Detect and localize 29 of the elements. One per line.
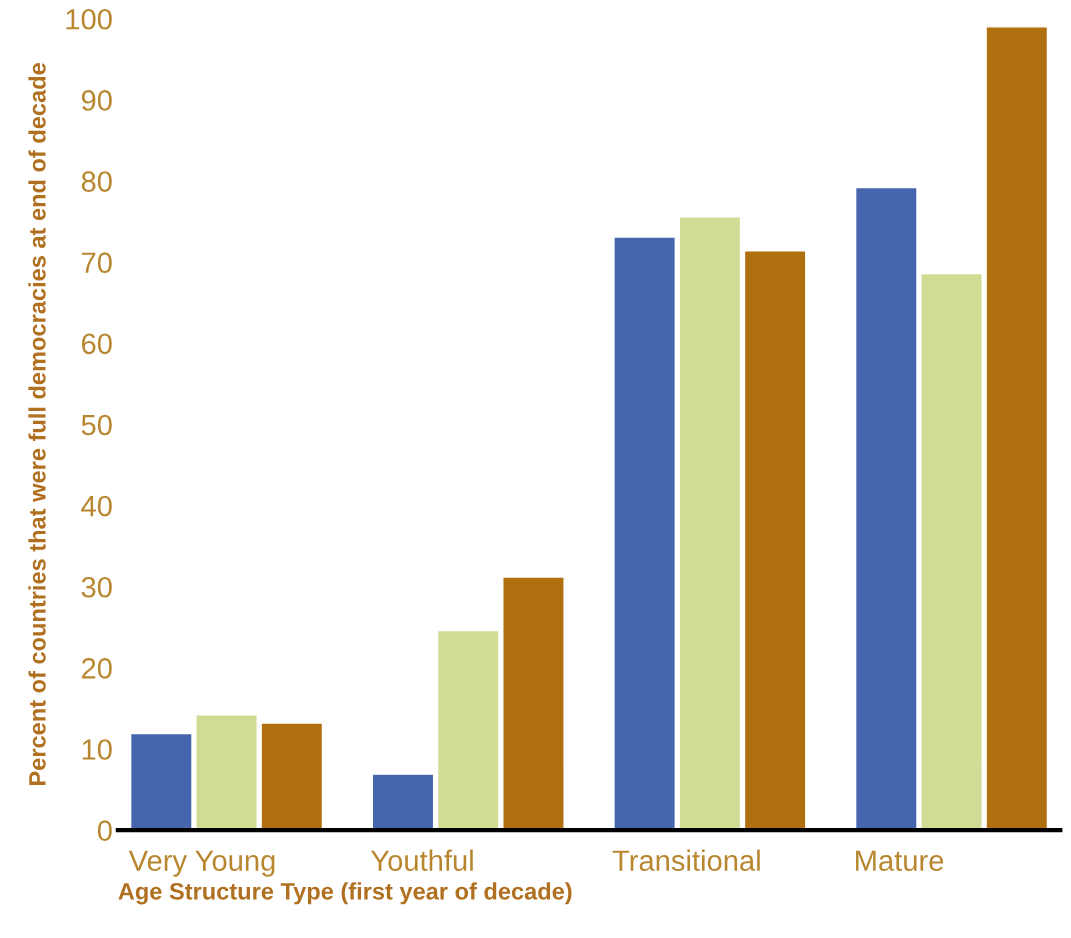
y-tick-label: 60 bbox=[81, 333, 112, 355]
bar bbox=[129, 732, 193, 831]
y-axis-title: Percent of countries that were full democracies at end of decade bbox=[28, 63, 46, 785]
y-tick-label: 50 bbox=[81, 414, 112, 436]
bar bbox=[195, 714, 258, 831]
bar bbox=[502, 576, 565, 831]
x-tick-label: Mature bbox=[856, 850, 944, 871]
x-tick-label: Youthful bbox=[370, 849, 473, 871]
y-tick-label: 40 bbox=[81, 495, 112, 517]
x-tick-label: Very Young bbox=[128, 850, 275, 877]
x-axis-title: Age Structure Type (first year of decade) bbox=[118, 882, 572, 905]
bar bbox=[371, 773, 435, 831]
x-tick-label: Transitional bbox=[612, 849, 760, 871]
bar bbox=[613, 236, 676, 831]
y-tick-label: 30 bbox=[81, 576, 112, 598]
y-tick-label: 0 bbox=[97, 820, 112, 841]
y-tick-label: 70 bbox=[82, 252, 112, 274]
bar bbox=[743, 250, 807, 831]
y-tick-label: 10 bbox=[82, 739, 112, 760]
bar bbox=[985, 26, 1049, 831]
y-tick-label: 20 bbox=[81, 658, 112, 679]
y-tick-label: 80 bbox=[81, 171, 112, 192]
y-tick-label: 90 bbox=[81, 90, 112, 111]
y-tick-label: 100 bbox=[66, 8, 112, 30]
bar bbox=[854, 186, 918, 831]
bar bbox=[260, 722, 324, 831]
bar bbox=[436, 629, 500, 831]
bar bbox=[678, 216, 742, 831]
bar bbox=[920, 272, 983, 831]
